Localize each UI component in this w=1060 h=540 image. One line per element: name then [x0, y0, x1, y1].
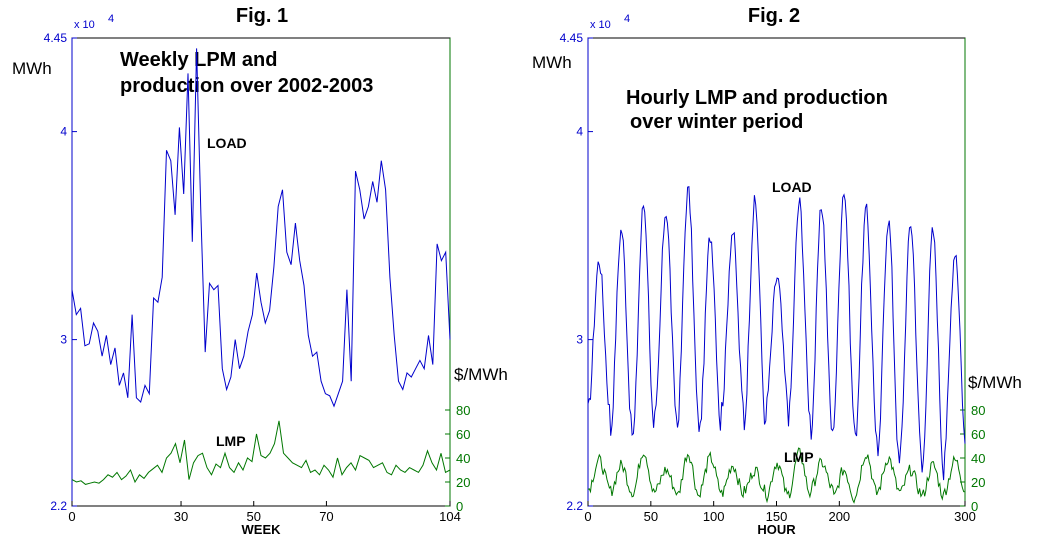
plot-frame [71, 37, 451, 507]
y-right-tick-label: 40 [456, 451, 470, 466]
y-right-tick-label: 60 [971, 427, 985, 442]
figure-label: Fig. 1 [236, 5, 288, 27]
y-right-tick-label: 20 [971, 475, 985, 490]
y-left-exponent-power: 4 [108, 13, 114, 25]
y-left-tick-label: 3 [60, 333, 67, 347]
y-left-unit-label: MWh [532, 53, 572, 72]
x-tick-label: 150 [766, 509, 788, 524]
fig1-panel: Fig. 1 Weekly LPM and production over 2002… [12, 5, 508, 537]
y-left-tick-label: 2.2 [50, 499, 67, 513]
y-right-tick-label: 0 [456, 499, 463, 514]
x-axis-label: WEEK [242, 522, 282, 537]
y-right-tick-label: 60 [456, 427, 470, 442]
series-label-load: LOAD [207, 135, 247, 151]
y-left-tick-label: 4.45 [560, 31, 584, 45]
x-tick-label: 104 [439, 509, 461, 524]
y-right-tick-label: 40 [971, 451, 985, 466]
y-left-tick-label: 4 [576, 125, 583, 139]
x-tick-label: 70 [319, 509, 333, 524]
series-label-lmp: LMP [784, 449, 814, 465]
series-line-lmp [587, 447, 966, 504]
chart-title-line1: Weekly LPM and [120, 49, 277, 71]
x-tick-label: 100 [703, 509, 725, 524]
y-left-tick-label: 2.2 [566, 499, 583, 513]
x-tick-label: 30 [174, 509, 188, 524]
y-right-unit-label: $/MWh [454, 365, 508, 384]
y-left-tick-label: 4 [60, 125, 67, 139]
x-tick-label: 200 [828, 509, 850, 524]
y-left-exponent-label: x 10 [74, 19, 95, 31]
y-right-tick-label: 0 [971, 499, 978, 514]
x-tick-label: 0 [68, 509, 75, 524]
x-tick-label: 50 [644, 509, 658, 524]
chart-title-line1: Hourly LMP and production [626, 87, 888, 109]
figure-label: Fig. 2 [748, 5, 800, 27]
y-left-unit-label: MWh [12, 59, 52, 78]
y-left-tick-label: 4.45 [44, 31, 68, 45]
chart-title-line2: over winter period [630, 111, 803, 133]
x-tick-label: 50 [246, 509, 260, 524]
series-label-lmp: LMP [216, 433, 246, 449]
x-tick-label: 300 [954, 509, 976, 524]
y-right-unit-label: $/MWh [968, 373, 1022, 392]
chart-title-line2: production over 2002-2003 [120, 75, 373, 97]
x-tick-label: 0 [584, 509, 591, 524]
y-right-tick-label: 20 [456, 475, 470, 490]
y-left-exponent-label: x 10 [590, 19, 611, 31]
y-left-exponent-power: 4 [624, 13, 630, 25]
series-label-load: LOAD [772, 179, 812, 195]
y-right-tick-label: 80 [456, 403, 470, 418]
y-right-tick-label: 80 [971, 403, 985, 418]
y-left-tick-label: 3 [576, 333, 583, 347]
series-line-load [71, 48, 451, 408]
series-line-load [587, 186, 966, 481]
series-line-lmp [71, 420, 451, 485]
x-axis-label: HOUR [757, 522, 796, 537]
